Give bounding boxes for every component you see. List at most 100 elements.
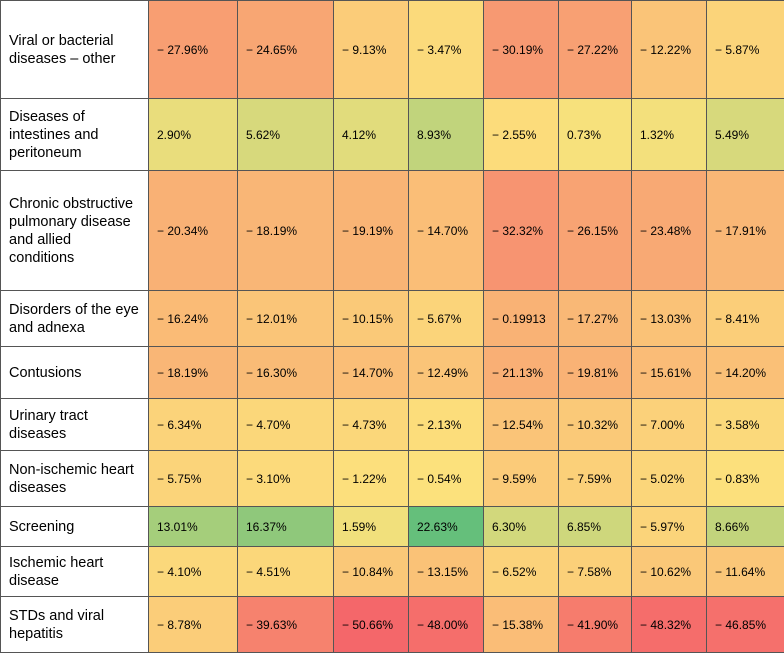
heatmap-cell: 8.66% — [707, 507, 784, 547]
heatmap-row: Ischemic heart disease− 4.10%− 4.51%− 10… — [1, 547, 784, 597]
heatmap-cell: − 11.64% — [707, 547, 784, 597]
heatmap-cell: 4.12% — [334, 99, 409, 171]
heatmap-cell: − 4.10% — [149, 547, 238, 597]
row-label: Viral or bacterial diseases – other — [1, 1, 149, 99]
heatmap-cell: − 3.10% — [238, 451, 334, 507]
heatmap-cell: − 18.19% — [149, 347, 238, 399]
heatmap-cell: 2.90% — [149, 99, 238, 171]
heatmap-cell: − 5.87% — [707, 1, 784, 99]
heatmap-cell: − 5.67% — [409, 291, 484, 347]
heatmap-cell: − 19.19% — [334, 171, 409, 291]
heatmap-cell: 1.59% — [334, 507, 409, 547]
heatmap-cell: − 9.13% — [334, 1, 409, 99]
heatmap-cell: − 13.15% — [409, 547, 484, 597]
heatmap-cell: 16.37% — [238, 507, 334, 547]
heatmap-row: Contusions− 18.19%− 16.30%− 14.70%− 12.4… — [1, 347, 784, 399]
heatmap-cell: − 7.58% — [559, 547, 632, 597]
heatmap-cell: − 10.84% — [334, 547, 409, 597]
heatmap-cell: 0.73% — [559, 99, 632, 171]
heatmap-cell: − 14.70% — [334, 347, 409, 399]
heatmap-cell: − 23.48% — [632, 171, 707, 291]
heatmap-cell: − 13.03% — [632, 291, 707, 347]
heatmap-cell: − 48.32% — [632, 597, 707, 653]
heatmap-cell: − 46.85% — [707, 597, 784, 653]
heatmap-cell: − 30.19% — [484, 1, 559, 99]
heatmap-cell: − 18.19% — [238, 171, 334, 291]
heatmap-cell: − 2.13% — [409, 399, 484, 451]
heatmap-cell: − 4.70% — [238, 399, 334, 451]
row-label: Urinary tract diseases — [1, 399, 149, 451]
heatmap-cell: − 4.51% — [238, 547, 334, 597]
heatmap-cell: − 3.58% — [707, 399, 784, 451]
heatmap-cell: 13.01% — [149, 507, 238, 547]
row-label: Contusions — [1, 347, 149, 399]
row-label: Disorders of the eye and adnexa — [1, 291, 149, 347]
row-label: Chronic obstructive pulmonary disease an… — [1, 171, 149, 291]
heatmap-cell: − 2.55% — [484, 99, 559, 171]
heatmap-cell: 5.49% — [707, 99, 784, 171]
heatmap-cell: − 10.15% — [334, 291, 409, 347]
heatmap-cell: − 10.32% — [559, 399, 632, 451]
row-label: Non-ischemic heart diseases — [1, 451, 149, 507]
heatmap-row: Chronic obstructive pulmonary disease an… — [1, 171, 784, 291]
heatmap-cell: − 5.97% — [632, 507, 707, 547]
heatmap-row: Non-ischemic heart diseases− 5.75%− 3.10… — [1, 451, 784, 507]
row-label: STDs and viral hepatitis — [1, 597, 149, 653]
heatmap-cell: − 50.66% — [334, 597, 409, 653]
heatmap-cell: 22.63% — [409, 507, 484, 547]
row-label: Ischemic heart disease — [1, 547, 149, 597]
heatmap-row: Urinary tract diseases− 6.34%− 4.70%− 4.… — [1, 399, 784, 451]
heatmap-cell: − 8.78% — [149, 597, 238, 653]
heatmap-cell: − 21.13% — [484, 347, 559, 399]
heatmap-cell: − 17.27% — [559, 291, 632, 347]
heatmap-cell: − 26.15% — [559, 171, 632, 291]
heatmap-cell: − 12.01% — [238, 291, 334, 347]
heatmap-cell: − 1.22% — [334, 451, 409, 507]
heatmap-cell: − 19.81% — [559, 347, 632, 399]
row-label: Diseases of intestines and peritoneum — [1, 99, 149, 171]
heatmap-cell: − 48.00% — [409, 597, 484, 653]
heatmap-cell: − 15.61% — [632, 347, 707, 399]
heatmap-cell: − 0.83% — [707, 451, 784, 507]
heatmap-row: Viral or bacterial diseases – other− 27.… — [1, 1, 784, 99]
heatmap-cell: − 9.59% — [484, 451, 559, 507]
heatmap-cell: − 3.47% — [409, 1, 484, 99]
heatmap-cell: − 12.54% — [484, 399, 559, 451]
heatmap-cell: 8.93% — [409, 99, 484, 171]
heatmap-cell: − 32.32% — [484, 171, 559, 291]
heatmap-cell: − 24.65% — [238, 1, 334, 99]
heatmap-cell: − 15.38% — [484, 597, 559, 653]
heatmap-cell: − 0.54% — [409, 451, 484, 507]
heatmap-row: STDs and viral hepatitis− 8.78%− 39.63%−… — [1, 597, 784, 653]
heatmap-cell: − 16.30% — [238, 347, 334, 399]
heatmap-cell: − 5.75% — [149, 451, 238, 507]
heatmap-cell: − 14.70% — [409, 171, 484, 291]
heatmap-cell: 5.62% — [238, 99, 334, 171]
heatmap-cell: − 0.19913 — [484, 291, 559, 347]
heatmap-cell: − 10.62% — [632, 547, 707, 597]
heatmap-cell: − 17.91% — [707, 171, 784, 291]
heatmap-row: Disorders of the eye and adnexa− 16.24%−… — [1, 291, 784, 347]
heatmap-cell: − 39.63% — [238, 597, 334, 653]
row-label: Screening — [1, 507, 149, 547]
heatmap-cell: − 7.00% — [632, 399, 707, 451]
heatmap-cell: − 6.52% — [484, 547, 559, 597]
heatmap-cell: − 27.96% — [149, 1, 238, 99]
heatmap-cell: − 12.49% — [409, 347, 484, 399]
heatmap-cell: − 6.34% — [149, 399, 238, 451]
heatmap-cell: 6.85% — [559, 507, 632, 547]
heatmap-cell: 6.30% — [484, 507, 559, 547]
heatmap-cell: − 4.73% — [334, 399, 409, 451]
heatmap-cell: 1.32% — [632, 99, 707, 171]
heatmap-cell: − 14.20% — [707, 347, 784, 399]
heatmap-cell: − 41.90% — [559, 597, 632, 653]
heatmap-cell: − 27.22% — [559, 1, 632, 99]
heatmap-cell: − 16.24% — [149, 291, 238, 347]
heatmap-cell: − 20.34% — [149, 171, 238, 291]
heatmap-cell: − 12.22% — [632, 1, 707, 99]
heatmap-cell: − 8.41% — [707, 291, 784, 347]
